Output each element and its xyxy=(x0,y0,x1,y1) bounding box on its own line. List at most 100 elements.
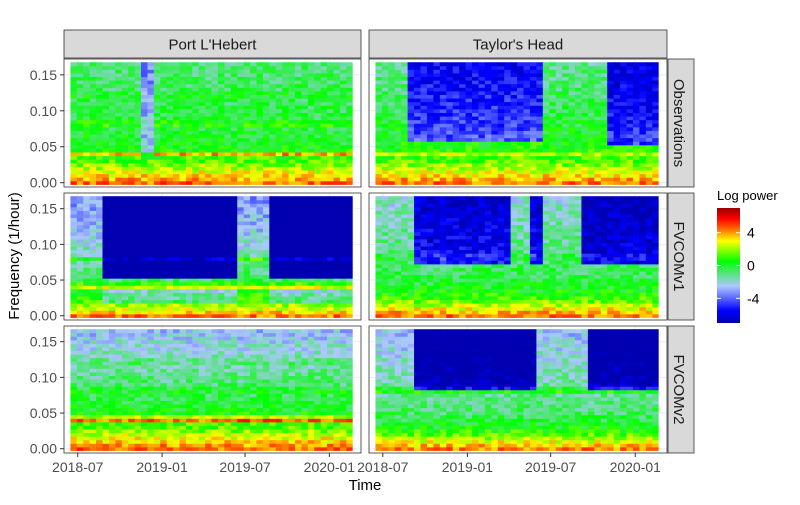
heatmap-cell xyxy=(607,77,614,81)
heatmap-cell xyxy=(395,228,402,232)
heatmap-cell xyxy=(472,145,479,149)
heatmap-cell xyxy=(192,152,199,156)
heatmap-cell xyxy=(504,170,511,174)
heatmap-cell xyxy=(388,152,395,156)
heatmap-cell xyxy=(276,218,283,222)
heatmap-cell xyxy=(346,156,352,160)
heatmap-cell xyxy=(70,300,77,304)
heatmap-cell xyxy=(269,303,276,307)
heatmap-cell xyxy=(453,141,460,145)
heatmap-cell xyxy=(192,120,199,124)
heatmap-cell xyxy=(199,203,206,207)
heatmap-cell xyxy=(327,109,334,113)
heatmap-cell xyxy=(282,113,289,117)
heatmap-cell xyxy=(427,278,434,282)
heatmap-cell xyxy=(575,87,582,91)
heatmap-cell xyxy=(199,300,206,304)
heatmap-cell xyxy=(90,80,97,84)
heatmap-cell xyxy=(340,289,347,293)
heatmap-cell xyxy=(90,120,97,124)
heatmap-cell xyxy=(639,95,646,99)
heatmap-cell xyxy=(173,200,180,204)
heatmap-cell xyxy=(594,141,601,145)
heatmap-cell xyxy=(173,105,180,109)
heatmap-cell xyxy=(401,80,408,84)
heatmap-cell xyxy=(244,102,251,106)
heatmap-cell xyxy=(498,152,505,156)
heatmap-cell xyxy=(250,285,257,289)
heatmap-cell xyxy=(173,271,180,275)
heatmap-cell xyxy=(334,138,341,142)
heatmap-cell xyxy=(388,105,395,109)
heatmap-cell xyxy=(263,235,270,239)
heatmap-cell xyxy=(543,116,550,120)
heatmap-cell xyxy=(160,303,167,307)
heatmap-cell xyxy=(511,87,518,91)
heatmap-cell xyxy=(646,91,653,95)
heatmap-cell xyxy=(459,177,466,181)
heatmap-cell xyxy=(154,235,161,239)
heatmap-cell xyxy=(588,77,595,81)
heatmap-cell xyxy=(408,73,415,77)
heatmap-cell xyxy=(607,80,614,84)
heatmap-cell xyxy=(90,275,97,279)
heatmap-cell xyxy=(340,200,347,204)
heatmap-cell xyxy=(167,95,174,99)
heatmap-cell xyxy=(308,84,315,88)
heatmap-cell xyxy=(562,174,569,178)
heatmap-cell xyxy=(327,95,334,99)
heatmap-cell xyxy=(77,167,84,171)
heatmap-cell xyxy=(382,152,389,156)
heatmap-cell xyxy=(433,214,440,218)
heatmap-cell xyxy=(375,127,382,131)
heatmap-cell xyxy=(504,123,511,127)
heatmap-cell xyxy=(154,127,161,131)
heatmap-cell xyxy=(314,66,321,70)
heatmap-cell xyxy=(314,282,321,286)
heatmap-cell xyxy=(295,239,302,243)
heatmap-cell xyxy=(581,116,588,120)
heatmap-cell xyxy=(620,66,627,70)
heatmap-cell xyxy=(167,77,174,81)
heatmap-cell xyxy=(192,87,199,91)
heatmap-cell xyxy=(588,141,595,145)
heatmap-cell xyxy=(485,131,492,135)
heatmap-cell xyxy=(154,225,161,229)
heatmap-cell xyxy=(446,149,453,153)
heatmap-cell xyxy=(601,138,608,142)
heatmap-cell xyxy=(205,260,212,264)
heatmap-cell xyxy=(205,218,212,222)
heatmap-cell xyxy=(269,73,276,77)
heatmap-cell xyxy=(517,98,524,102)
heatmap-cell xyxy=(212,174,219,178)
heatmap-cell xyxy=(244,278,251,282)
heatmap-cell xyxy=(90,268,97,272)
heatmap-cell xyxy=(70,289,77,293)
heatmap-cell xyxy=(96,293,103,297)
heatmap-cell xyxy=(160,120,167,124)
heatmap-cell xyxy=(536,84,543,88)
heatmap-cell xyxy=(301,253,308,257)
heatmap-cell xyxy=(453,225,460,229)
heatmap-cell xyxy=(276,303,283,307)
heatmap-cell xyxy=(90,207,97,211)
heatmap-cell xyxy=(652,80,658,84)
heatmap-cell xyxy=(401,109,408,113)
heatmap-cell xyxy=(96,145,103,149)
heatmap-cell xyxy=(401,134,408,138)
heatmap-cell xyxy=(263,102,270,106)
heatmap-cell xyxy=(218,181,225,185)
heatmap-cell xyxy=(218,225,225,229)
heatmap-cell xyxy=(103,80,110,84)
heatmap-cell xyxy=(167,145,174,149)
heatmap-cell xyxy=(212,196,219,200)
heatmap-cell xyxy=(421,307,428,311)
heatmap-cell xyxy=(250,159,257,163)
heatmap-cell xyxy=(408,300,415,304)
heatmap-cell xyxy=(218,69,225,73)
heatmap-cell xyxy=(314,203,321,207)
heatmap-cell xyxy=(314,177,321,181)
heatmap-cell xyxy=(308,293,315,297)
heatmap-cell xyxy=(601,95,608,99)
heatmap-cell xyxy=(556,138,563,142)
